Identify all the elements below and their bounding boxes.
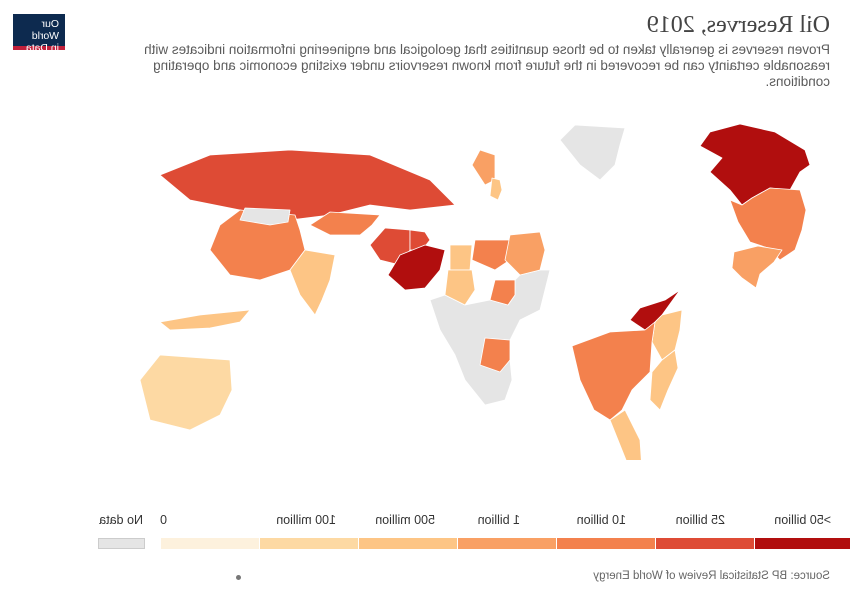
- legend-label-6: 25 billion: [675, 513, 725, 527]
- region-libya[interactable]: [471, 239, 511, 271]
- legend-swatch-3: [359, 538, 457, 549]
- page-title: Oil Reserves, 2019: [646, 12, 830, 38]
- source-note: Source: BP Statistical Review of World E…: [593, 570, 830, 582]
- legend-swatch-2: [260, 538, 358, 549]
- legend-swatch-7: [755, 538, 850, 549]
- region-australia[interactable]: [139, 354, 233, 431]
- region-kazakhstan[interactable]: [309, 211, 381, 236]
- region-mexico[interactable]: [731, 245, 783, 289]
- region-china[interactable]: [209, 209, 306, 281]
- region-brazil[interactable]: [571, 321, 656, 421]
- region-argentina[interactable]: [609, 409, 643, 460]
- region-nigeria[interactable]: [489, 279, 516, 306]
- page-subtitle: Proven reserves is generally taken to be…: [144, 42, 830, 89]
- region-saudi-arabia[interactable]: [387, 244, 446, 291]
- info-dot: [236, 575, 241, 580]
- legend-label-no-data: No data: [99, 513, 143, 527]
- legend-label-7: >50 billion: [774, 513, 831, 527]
- world-map[interactable]: [0, 110, 850, 460]
- region-algeria[interactable]: [504, 231, 546, 276]
- region-russia[interactable]: [159, 149, 456, 221]
- region-canada[interactable]: [699, 123, 811, 206]
- legend-swatch-no-data: [98, 538, 145, 549]
- legend-label-1: 0: [160, 513, 167, 527]
- legend-swatch-4: [458, 538, 556, 549]
- legend-swatch-5: [557, 538, 655, 549]
- region-egypt[interactable]: [449, 244, 473, 271]
- legend-label-3: 500 million: [375, 513, 435, 527]
- legend-label-4: 1 billion: [477, 513, 520, 527]
- legend-label-5: 10 billion: [576, 513, 626, 527]
- region-mongolia[interactable]: [239, 207, 291, 226]
- region-peru[interactable]: [649, 349, 679, 411]
- region-united-states[interactable]: [729, 187, 807, 261]
- region-colombia[interactable]: [651, 309, 683, 361]
- region-indonesia[interactable]: [159, 309, 251, 331]
- legend-swatch-6: [656, 538, 754, 549]
- logo-line-1: Our World: [31, 18, 59, 42]
- region-angola[interactable]: [479, 337, 511, 373]
- map-legend: No data 0 100 million 500 million 1 billion 1…: [0, 505, 850, 565]
- owid-logo[interactable]: Our World in Data: [13, 14, 65, 54]
- region-united-kingdom[interactable]: [489, 177, 503, 201]
- logo-line-2: in Data: [25, 42, 59, 54]
- legend-swatch-1: [161, 538, 259, 549]
- region-norway[interactable]: [471, 149, 496, 186]
- legend-label-2: 100 million: [276, 513, 336, 527]
- region-sudan[interactable]: [444, 269, 476, 306]
- region-greenland[interactable]: [559, 124, 626, 181]
- region-india[interactable]: [289, 249, 336, 316]
